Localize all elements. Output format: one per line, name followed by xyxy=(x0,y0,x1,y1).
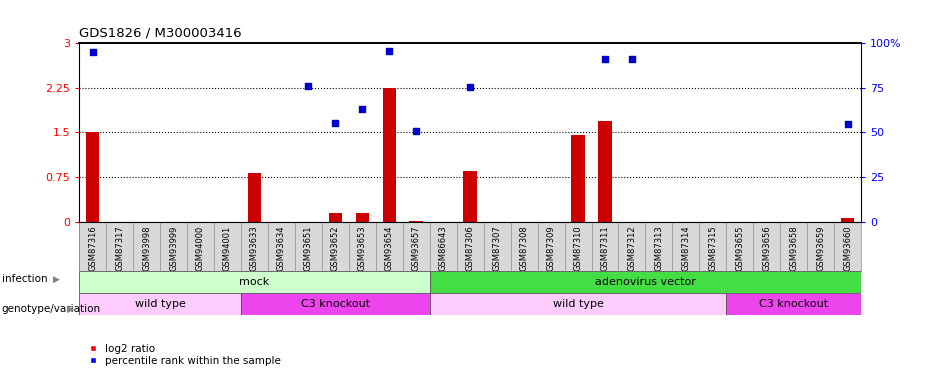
Bar xyxy=(322,222,349,272)
Text: GSM87306: GSM87306 xyxy=(466,226,475,272)
Text: adenovirus vector: adenovirus vector xyxy=(595,277,695,287)
Text: GSM93634: GSM93634 xyxy=(277,226,286,272)
Text: GSM93656: GSM93656 xyxy=(762,226,771,272)
Text: GSM87316: GSM87316 xyxy=(88,226,97,272)
Text: GSM87317: GSM87317 xyxy=(115,226,124,272)
Text: GSM94001: GSM94001 xyxy=(223,226,232,271)
Bar xyxy=(457,222,483,272)
Bar xyxy=(726,222,753,272)
Bar xyxy=(214,222,241,272)
Bar xyxy=(537,222,564,272)
Point xyxy=(625,56,640,62)
Bar xyxy=(106,222,133,272)
Bar xyxy=(403,222,430,272)
Text: GSM93658: GSM93658 xyxy=(789,226,798,272)
Text: C3 knockout: C3 knockout xyxy=(301,299,370,309)
Bar xyxy=(591,222,618,272)
Bar xyxy=(79,293,241,315)
Bar xyxy=(699,222,726,272)
Point xyxy=(355,106,370,112)
Bar xyxy=(753,222,780,272)
Bar xyxy=(295,222,322,272)
Text: GSM87312: GSM87312 xyxy=(627,226,637,272)
Bar xyxy=(564,222,591,272)
Text: GSM94000: GSM94000 xyxy=(196,226,205,271)
Bar xyxy=(268,222,295,272)
Bar xyxy=(79,222,106,272)
Bar xyxy=(241,222,268,272)
Text: GSM93633: GSM93633 xyxy=(250,226,259,272)
Text: GSM93659: GSM93659 xyxy=(816,226,825,271)
Bar xyxy=(79,272,430,293)
Text: GSM87308: GSM87308 xyxy=(519,226,529,272)
Bar xyxy=(86,132,100,222)
Bar xyxy=(430,222,457,272)
Point xyxy=(463,84,478,90)
Bar xyxy=(834,222,861,272)
Bar xyxy=(807,222,834,272)
Text: GSM93651: GSM93651 xyxy=(304,226,313,271)
Bar xyxy=(464,171,477,222)
Bar xyxy=(133,222,160,272)
Text: genotype/variation: genotype/variation xyxy=(2,304,101,314)
Text: GSM87315: GSM87315 xyxy=(708,226,718,272)
Legend: log2 ratio, percentile rank within the sample: log2 ratio, percentile rank within the s… xyxy=(85,339,285,370)
Bar xyxy=(356,213,369,222)
Bar xyxy=(599,120,612,222)
Bar xyxy=(672,222,699,272)
Point xyxy=(382,48,397,54)
Point xyxy=(328,120,343,126)
Text: mock: mock xyxy=(239,277,270,287)
Bar xyxy=(160,222,187,272)
Text: GSM93657: GSM93657 xyxy=(412,226,421,272)
Text: GSM93660: GSM93660 xyxy=(843,226,852,272)
Text: GSM87310: GSM87310 xyxy=(573,226,583,272)
Text: infection: infection xyxy=(2,274,47,284)
Point xyxy=(841,122,856,128)
Point xyxy=(409,128,424,134)
Bar xyxy=(618,222,645,272)
Text: ▶: ▶ xyxy=(53,275,60,284)
Text: GDS1826 / M300003416: GDS1826 / M300003416 xyxy=(79,26,242,39)
Text: C3 knockout: C3 knockout xyxy=(759,299,829,309)
Bar xyxy=(241,293,430,315)
Bar xyxy=(841,217,855,222)
Bar xyxy=(572,135,585,222)
Text: GSM93999: GSM93999 xyxy=(169,226,178,271)
Text: GSM93653: GSM93653 xyxy=(358,226,367,272)
Point xyxy=(301,83,316,89)
Bar xyxy=(780,222,807,272)
Text: wild type: wild type xyxy=(553,299,603,309)
Bar xyxy=(410,220,423,222)
Point xyxy=(598,56,613,62)
Bar xyxy=(376,222,403,272)
Text: GSM93652: GSM93652 xyxy=(331,226,340,271)
Bar xyxy=(483,222,510,272)
Bar xyxy=(329,213,342,222)
Text: GSM93654: GSM93654 xyxy=(385,226,394,271)
Bar xyxy=(187,222,214,272)
Text: ▶: ▶ xyxy=(67,305,74,314)
Text: wild type: wild type xyxy=(135,299,185,309)
Text: GSM86643: GSM86643 xyxy=(439,226,448,272)
Bar xyxy=(726,293,861,315)
Bar xyxy=(248,173,262,222)
Bar xyxy=(430,272,861,293)
Text: GSM87314: GSM87314 xyxy=(681,226,691,272)
Bar xyxy=(383,88,396,222)
Text: GSM93655: GSM93655 xyxy=(735,226,744,271)
Text: GSM87307: GSM87307 xyxy=(492,226,502,272)
Bar xyxy=(645,222,672,272)
Point xyxy=(85,49,100,55)
Bar xyxy=(349,222,376,272)
Bar xyxy=(430,293,726,315)
Bar xyxy=(510,222,537,272)
Text: GSM87309: GSM87309 xyxy=(546,226,556,272)
Text: GSM87313: GSM87313 xyxy=(654,226,664,272)
Text: GSM87311: GSM87311 xyxy=(600,226,610,272)
Text: GSM93998: GSM93998 xyxy=(142,226,151,271)
